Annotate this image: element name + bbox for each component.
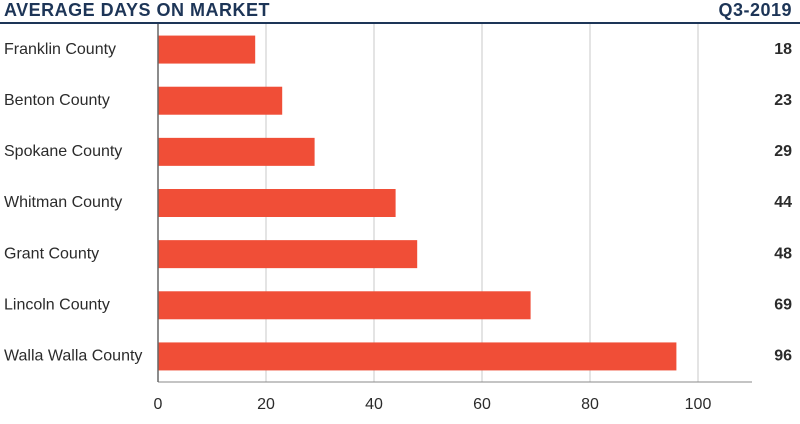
x-tick-label: 60: [473, 396, 491, 413]
value-label: 18: [774, 41, 792, 58]
chart-title: AVERAGE DAYS ON MARKET: [4, 0, 270, 20]
bar: [158, 137, 315, 166]
y-tick-label: Spokane County: [4, 143, 122, 160]
y-tick-label: Whitman County: [4, 194, 122, 211]
value-label: 44: [774, 194, 792, 211]
x-tick-label: 80: [581, 396, 599, 413]
bar: [158, 35, 256, 64]
bar: [158, 342, 677, 371]
bar: [158, 291, 531, 320]
y-tick-label: Lincoln County: [4, 297, 110, 314]
y-tick-label: Grant County: [4, 245, 99, 262]
bar: [158, 86, 283, 115]
value-label: 29: [774, 143, 792, 160]
chart-subtitle: Q3-2019: [718, 0, 792, 20]
x-tick-label: 100: [685, 396, 712, 413]
bar: [158, 189, 396, 217]
value-label: 48: [774, 245, 792, 262]
x-tick-label: 20: [257, 396, 275, 413]
y-tick-label: Benton County: [4, 92, 110, 109]
x-tick-label: 0: [154, 396, 163, 413]
bar: [158, 240, 418, 269]
y-tick-label: Walla Walla County: [4, 348, 142, 365]
y-tick-label: Franklin County: [4, 41, 116, 58]
value-label: 23: [774, 92, 792, 109]
x-tick-label: 40: [365, 396, 383, 413]
value-label: 96: [774, 348, 792, 365]
value-label: 69: [774, 297, 792, 314]
